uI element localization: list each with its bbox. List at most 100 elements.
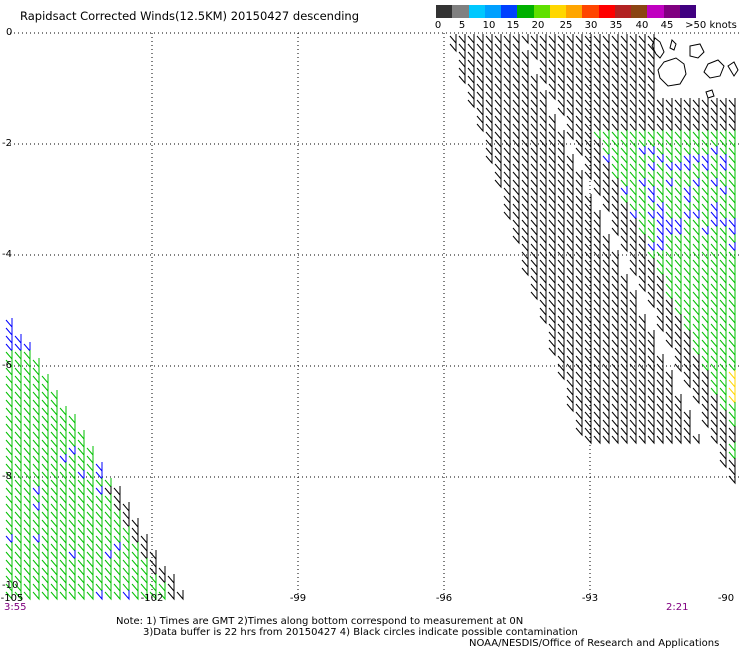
wind-barb: [575, 274, 583, 285]
wind-barb: [566, 354, 574, 365]
wind-speed-color-legend: [436, 5, 696, 18]
wind-barb: [59, 446, 67, 457]
wind-barb: [629, 394, 637, 405]
wind-barb: [548, 74, 556, 85]
wind-barb: [638, 34, 646, 45]
wind-barb: [602, 50, 610, 61]
wind-barb: [674, 298, 682, 309]
wind-barb: [548, 226, 556, 237]
wind-barb: [728, 98, 736, 109]
wind-barb: [692, 114, 700, 125]
wind-barb: [566, 282, 574, 293]
wind-barb: [548, 322, 556, 333]
wind-barb: [710, 298, 718, 309]
wind-barb: [602, 370, 610, 381]
wind-barb: [503, 170, 511, 181]
wind-barb: [656, 114, 664, 125]
wind-barb: [32, 406, 40, 417]
wind-barb: [113, 590, 121, 601]
wind-barb: [728, 226, 736, 237]
wind-barb: [692, 242, 700, 253]
wind-barb: [86, 502, 94, 513]
wind-barb: [665, 402, 673, 413]
wind-barb: [539, 66, 547, 77]
wind-barb: [575, 338, 583, 349]
wind-barb: [86, 582, 94, 593]
wind-barb: [86, 526, 94, 537]
wind-barb: [647, 218, 655, 229]
wind-barb: [5, 430, 13, 441]
wind-barb: [566, 346, 574, 357]
wind-barb: [575, 394, 583, 405]
wind-barb: [521, 74, 529, 85]
wind-barb: [566, 82, 574, 93]
wind-barb: [512, 178, 520, 189]
wind-barb: [50, 398, 58, 409]
wind-barb: [494, 138, 502, 149]
wind-barb: [575, 194, 583, 205]
wind-barb: [503, 74, 511, 85]
wind-barb: [566, 50, 574, 61]
wind-barb: [692, 226, 700, 237]
wind-barb: [719, 426, 727, 437]
wind-barb: [575, 42, 583, 53]
wind-barb: [566, 162, 574, 173]
wind-barb: [23, 414, 31, 425]
wind-barb: [50, 526, 58, 537]
wind-barb: [656, 186, 664, 197]
wind-barb: [41, 558, 49, 569]
wind-barb: [566, 378, 574, 389]
wind-barb: [512, 138, 520, 149]
wind-barb: [665, 226, 673, 237]
wind-barb: [476, 82, 484, 93]
wind-barb: [602, 386, 610, 397]
wind-barb: [122, 526, 130, 537]
wind-barb: [611, 154, 619, 165]
wind-barb: [5, 334, 13, 345]
wind-barb: [50, 558, 58, 569]
wind-barb: [59, 542, 67, 553]
wind-barb: [14, 342, 22, 353]
wind-barb: [557, 298, 565, 309]
wind-barb: [629, 378, 637, 389]
wind-barb: [104, 486, 112, 497]
legend-color-swatch: [647, 5, 664, 18]
wind-barb: [59, 582, 67, 593]
wind-barb: [728, 426, 736, 437]
wind-barb: [521, 266, 529, 277]
wind-barb: [521, 258, 529, 269]
wind-barbs: [5, 34, 736, 601]
wind-barb: [647, 354, 655, 365]
wind-barb: [23, 454, 31, 465]
wind-barb: [5, 510, 13, 521]
wind-barb: [584, 66, 592, 77]
wind-barb: [14, 558, 22, 569]
legend-label: 5: [458, 20, 466, 31]
wind-barb: [23, 494, 31, 505]
wind-barb: [665, 282, 673, 293]
wind-barb: [620, 138, 628, 149]
wind-barb: [50, 446, 58, 457]
wind-barb: [158, 566, 166, 577]
legend-color-swatch: [582, 5, 599, 18]
legend-label: 25: [559, 20, 573, 31]
wind-barb: [584, 394, 592, 405]
wind-barb: [59, 550, 67, 561]
wind-barb: [647, 154, 655, 165]
wind-barb: [530, 170, 538, 181]
wind-barb: [32, 470, 40, 481]
wind-barb: [638, 90, 646, 101]
wind-barb: [95, 574, 103, 585]
wind-barb: [494, 146, 502, 157]
wind-barb: [494, 90, 502, 101]
wind-barb: [32, 366, 40, 377]
wind-barb: [503, 210, 511, 221]
wind-barb: [521, 202, 529, 213]
wind-barb: [701, 178, 709, 189]
wind-barb: [476, 90, 484, 101]
wind-barb: [728, 290, 736, 301]
wind-barb: [611, 322, 619, 333]
wind-barb: [584, 226, 592, 237]
wind-barb: [647, 434, 655, 445]
wind-barb: [512, 154, 520, 165]
